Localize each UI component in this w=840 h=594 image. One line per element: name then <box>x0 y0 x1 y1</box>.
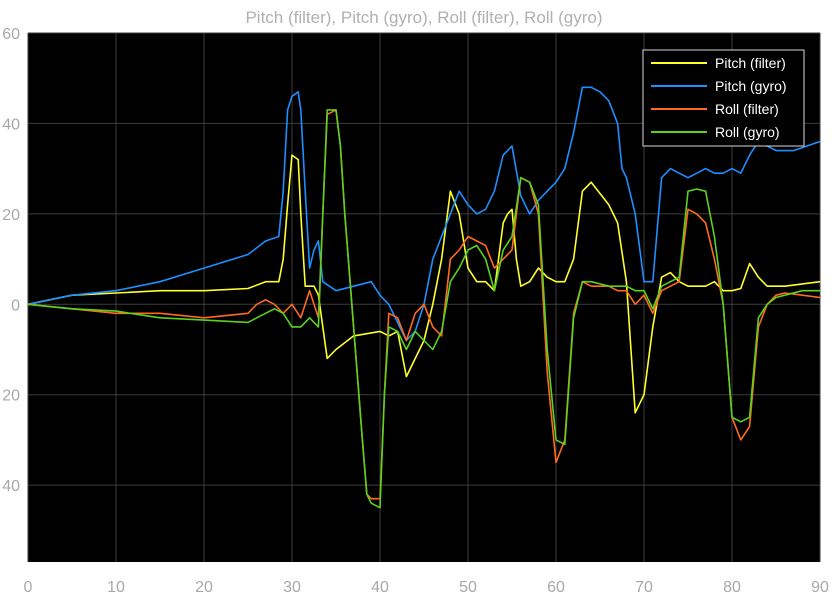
x-tick-label: 0 <box>24 579 33 594</box>
y-tick-label: 40 <box>2 478 20 495</box>
legend-box <box>642 49 805 147</box>
series-line-pitch-gyro <box>27 86 821 342</box>
legend-label: Roll (filter) <box>715 101 779 117</box>
legend-label: Roll (gyro) <box>715 124 780 140</box>
x-tick-label: 60 <box>547 579 565 594</box>
chart-title: Pitch (filter), Pitch (gyro), Roll (filt… <box>245 8 602 27</box>
x-tick-label: 20 <box>195 579 213 594</box>
x-tick-label: 70 <box>635 579 653 594</box>
x-tick-label: 80 <box>723 579 741 594</box>
x-tick-label: 50 <box>459 579 477 594</box>
legend: Pitch (filter) Pitch (gyro) Roll (filter) R… <box>642 49 805 147</box>
tick-labels: 0 10 20 30 40 50 60 70 80 90 60 40 20 0 20 40 <box>2 26 829 594</box>
series-line-roll-gyro <box>27 109 820 509</box>
x-tick-label: 10 <box>107 579 125 594</box>
series-lines <box>27 86 821 509</box>
y-tick-label: 20 <box>2 388 20 405</box>
x-tick-label: 30 <box>283 579 301 594</box>
y-tick-label: 0 <box>11 297 20 314</box>
series-line-pitch-filter <box>27 154 821 414</box>
series-line-roll-filter <box>27 109 821 500</box>
legend-label: Pitch (filter) <box>715 55 786 71</box>
legend-label: Pitch (gyro) <box>715 78 787 94</box>
y-tick-label: 60 <box>2 26 20 43</box>
x-tick-label: 40 <box>371 579 389 594</box>
y-tick-label: 40 <box>2 116 20 133</box>
y-tick-label: 20 <box>2 207 20 224</box>
x-tick-label: 90 <box>811 579 829 594</box>
